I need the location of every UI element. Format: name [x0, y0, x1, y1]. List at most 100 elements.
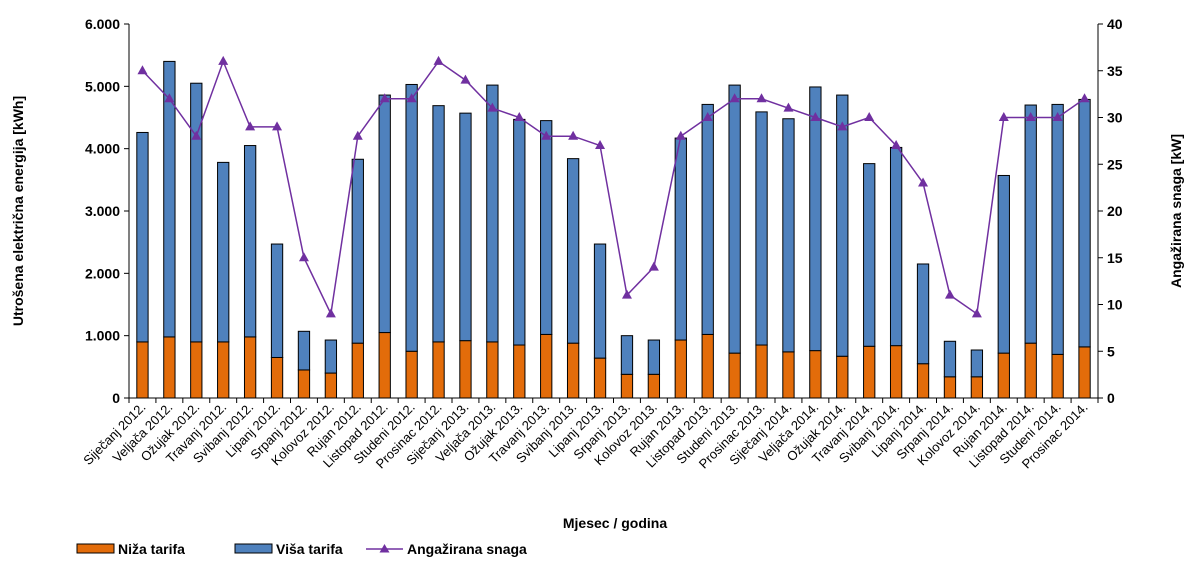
bar-high-tariff	[351, 158, 364, 344]
bar-low-tariff	[1078, 346, 1091, 399]
y-left-tick-label: 2.000	[85, 265, 120, 281]
power-point-marker	[191, 130, 202, 140]
y-left-tick-label: 5.000	[85, 78, 120, 94]
power-point-marker	[1079, 93, 1090, 103]
y-right-axis-title: Angažirana snaga [kW]	[1168, 134, 1184, 288]
bar-low-tariff	[863, 345, 876, 399]
bar-high-tariff	[620, 335, 634, 375]
power-line	[141, 59, 1085, 317]
bar-low-tariff	[674, 339, 687, 399]
bar-high-tariff	[970, 349, 984, 378]
y-right-tick-label: 0	[1107, 390, 1115, 406]
bar-low-tariff	[486, 341, 499, 399]
power-point-marker	[702, 112, 713, 121]
bar-high-tariff	[459, 112, 472, 342]
legend-item-high-tariff: Viša tarifa	[234, 541, 343, 557]
line-layer	[137, 55, 1090, 318]
bar-low-tariff	[217, 341, 230, 399]
y-right-tick-label: 40	[1107, 16, 1123, 32]
bar-high-tariff	[217, 161, 230, 343]
bar-low-tariff	[566, 342, 580, 399]
bar-low-tariff	[378, 332, 391, 399]
legend-label-low-tariff: Niža tarifa	[118, 541, 185, 557]
bar-high-tariff	[297, 330, 311, 371]
power-point-marker	[837, 121, 848, 131]
bar-high-tariff	[593, 243, 607, 359]
legend-marker-power	[379, 544, 390, 553]
bar-high-tariff	[270, 243, 284, 358]
bar-low-tariff	[809, 350, 822, 399]
bar-low-tariff	[513, 344, 526, 399]
bar-high-tariff	[889, 146, 903, 347]
y-left-tick-label: 3.000	[85, 203, 120, 219]
power-point-marker	[918, 177, 929, 187]
power-point-marker	[675, 130, 686, 140]
power-point-marker	[648, 261, 659, 271]
bar-high-tariff	[647, 339, 661, 375]
bar-high-tariff	[540, 120, 553, 335]
bar-low-tariff	[405, 350, 418, 399]
bar-low-tariff	[970, 376, 984, 399]
power-point-marker	[621, 289, 632, 299]
power-point-marker	[137, 65, 148, 75]
power-point-marker	[1052, 112, 1063, 121]
legend: Niža tarifa Viša tarifa Angažirana snaga	[76, 541, 527, 557]
y-left-tick-label: 4.000	[85, 141, 120, 157]
bar-low-tariff	[459, 340, 472, 399]
y-right-tick-label: 20	[1107, 203, 1123, 219]
power-point-marker	[460, 74, 471, 84]
power-point-marker	[487, 102, 498, 112]
bar-low-tariff	[593, 357, 607, 399]
bar-low-tariff	[136, 341, 149, 399]
y-right-tick-label: 5	[1107, 343, 1115, 359]
power-point-marker	[379, 93, 390, 103]
bar-high-tariff	[1051, 103, 1064, 355]
legend-item-low-tariff: Niža tarifa	[76, 541, 185, 557]
power-point-marker	[568, 130, 579, 140]
bar-high-tariff	[163, 60, 176, 338]
bar-low-tariff	[647, 373, 661, 399]
bar-low-tariff	[1024, 342, 1037, 399]
y-left-tick-label: 6.000	[85, 16, 120, 32]
legend-swatch-low-tariff	[76, 543, 115, 554]
power-point-marker	[406, 93, 417, 103]
bar-low-tariff	[916, 363, 930, 399]
bars-layer	[136, 60, 1091, 399]
bar-low-tariff	[889, 345, 903, 399]
power-point-marker	[944, 289, 955, 299]
y-right-tick-label: 30	[1107, 110, 1123, 126]
power-point-marker	[272, 121, 283, 131]
power-point-marker	[1025, 112, 1036, 121]
bar-high-tariff	[809, 86, 822, 352]
bar-high-tariff	[836, 94, 849, 357]
bar-high-tariff	[190, 82, 203, 343]
y-right-tick-label: 15	[1107, 250, 1123, 266]
power-point-marker	[325, 308, 336, 318]
bar-low-tariff	[190, 341, 203, 399]
bar-high-tariff	[997, 174, 1010, 354]
y-right-tick-label: 25	[1107, 156, 1123, 172]
power-point-marker	[783, 102, 794, 112]
power-point-marker	[245, 121, 256, 131]
power-point-marker	[864, 112, 875, 121]
bar-high-tariff	[324, 339, 338, 374]
x-axis-title: Mjesec / godina	[563, 515, 667, 531]
bar-high-tariff	[863, 163, 876, 347]
legend-swatch-high-tariff	[234, 543, 273, 554]
bar-high-tariff	[405, 83, 418, 352]
bar-high-tariff	[674, 137, 687, 341]
y-right-tick-label: 35	[1107, 63, 1123, 79]
bar-low-tariff	[943, 376, 957, 399]
bar-high-tariff	[486, 84, 499, 343]
power-point-marker	[164, 93, 175, 103]
bar-low-tariff	[701, 333, 714, 399]
bar-low-tariff	[1051, 353, 1064, 399]
bar-low-tariff	[270, 356, 284, 399]
bar-low-tariff	[297, 369, 311, 399]
power-point-marker	[595, 140, 606, 150]
y-left-axis-title: Utrošena električna energija [kWh]	[10, 96, 26, 326]
bar-low-tariff	[540, 333, 553, 399]
bar-high-tariff	[782, 118, 795, 353]
bar-low-tariff	[836, 355, 849, 399]
power-point-marker	[971, 308, 982, 318]
